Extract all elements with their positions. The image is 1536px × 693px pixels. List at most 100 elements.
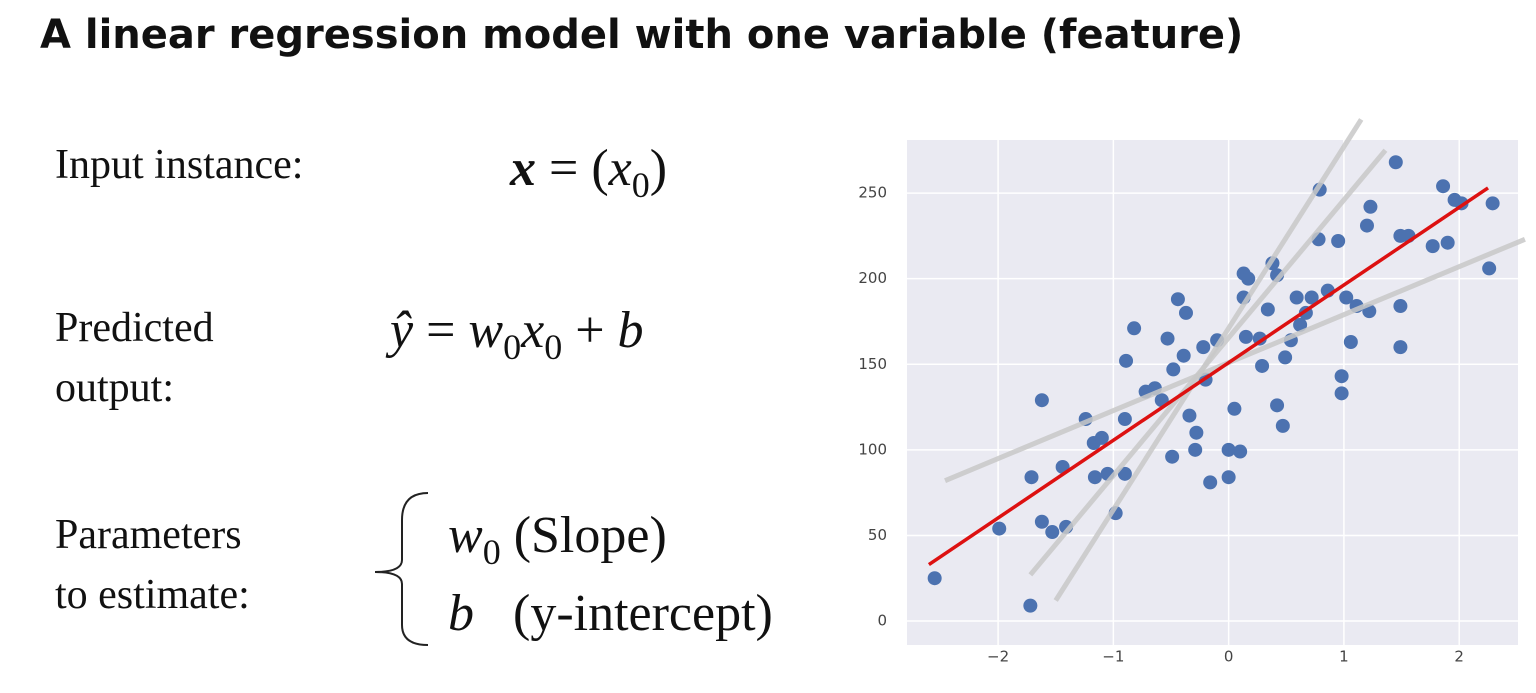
point	[1117, 466, 1132, 481]
formula-token: x	[521, 302, 545, 359]
formula: x = (x0)	[510, 138, 667, 216]
formula-token: 0	[503, 327, 522, 367]
point	[1270, 398, 1285, 413]
point	[1339, 290, 1354, 305]
formula-token: +	[562, 302, 618, 359]
label-line: output:	[55, 365, 175, 411]
point	[1233, 444, 1248, 459]
point	[1170, 292, 1185, 307]
slide-title: A linear regression model with one varia…	[40, 12, 1244, 58]
point	[1260, 302, 1275, 317]
point	[1196, 340, 1211, 355]
formula-token: b	[448, 585, 474, 642]
formula-token: x	[510, 140, 536, 197]
point	[1117, 412, 1132, 427]
y-tick-label: 150	[858, 355, 887, 373]
formula-token: 0	[544, 327, 563, 367]
point	[1388, 155, 1403, 170]
point	[1189, 425, 1204, 440]
formula-token: (Slope)	[500, 507, 667, 564]
plot-background	[907, 140, 1518, 645]
formula-token: =	[413, 302, 469, 359]
point	[1440, 235, 1455, 250]
fit-line	[927, 186, 1490, 566]
formula-line: x = (x0)	[510, 138, 667, 216]
formula-line: w0 (Slope)	[448, 505, 773, 583]
row-label: Predicted output:	[55, 298, 214, 418]
x-tick-label: 0	[1224, 648, 1234, 666]
x-tick-label: 1	[1339, 648, 1349, 666]
y-tick-label: 50	[868, 526, 887, 544]
point	[1166, 362, 1181, 377]
point	[1045, 525, 1060, 540]
formula-token: )	[649, 140, 668, 197]
point	[1165, 449, 1180, 464]
point	[1255, 358, 1270, 373]
y-tick-label: 200	[858, 269, 887, 287]
y-tick-label: 0	[877, 612, 887, 630]
label-line: Predicted	[55, 305, 214, 351]
point	[1127, 321, 1142, 336]
point	[1160, 331, 1175, 346]
x-tick-label: −1	[1102, 648, 1124, 666]
point	[1087, 470, 1102, 485]
point	[1482, 261, 1497, 276]
point	[1188, 442, 1203, 457]
point	[1393, 340, 1408, 355]
point	[1393, 299, 1408, 314]
y-tick-label: 100	[858, 440, 887, 458]
point	[1334, 369, 1349, 384]
point	[1293, 317, 1308, 332]
point	[1023, 598, 1038, 613]
point	[1304, 290, 1319, 305]
label-line: Parameters	[55, 512, 242, 558]
formula-token: w	[448, 507, 483, 564]
label-line: Input instance:	[55, 142, 304, 188]
formula-token: (y-intercept)	[474, 585, 773, 642]
point	[1289, 290, 1304, 305]
formula-token: x	[608, 140, 632, 197]
brace	[374, 492, 429, 646]
point	[1034, 514, 1049, 529]
point	[1203, 475, 1218, 490]
formula-token: 0	[482, 532, 501, 572]
point	[1221, 470, 1236, 485]
formula-token: ŷ	[390, 302, 414, 359]
point	[992, 521, 1007, 536]
point	[1331, 234, 1346, 248]
point	[1221, 442, 1236, 457]
formula-token: w	[468, 302, 504, 359]
point	[1334, 386, 1349, 401]
point	[1094, 430, 1109, 445]
label-line: to estimate:	[55, 572, 250, 618]
row-label: Input instance:	[55, 135, 303, 195]
row-label: Parameters to estimate:	[55, 505, 250, 625]
point	[1119, 353, 1134, 368]
y-tick-label: 250	[858, 184, 887, 202]
point	[927, 571, 942, 586]
point	[1176, 348, 1191, 363]
point	[1182, 408, 1197, 423]
point	[1275, 418, 1290, 433]
formula: ŷ = w0x0 + b	[390, 300, 644, 378]
formula: w0 (Slope) b (y-intercept)	[448, 505, 773, 645]
x-tick-label: 2	[1454, 648, 1464, 666]
point	[1238, 329, 1253, 344]
point	[1178, 305, 1193, 320]
fit-line	[1028, 148, 1388, 577]
point	[1436, 179, 1451, 194]
point	[1425, 239, 1440, 254]
formula-token: b	[617, 302, 644, 359]
point	[1278, 350, 1293, 365]
formula-line: ŷ = w0x0 + b	[390, 300, 644, 378]
point	[1024, 470, 1039, 485]
point	[1227, 401, 1242, 416]
point	[1343, 335, 1358, 349]
point	[1359, 218, 1374, 233]
formula-token: = (	[536, 140, 609, 197]
x-tick-label: −2	[987, 648, 1009, 666]
point	[1485, 196, 1500, 211]
formula-token: 0	[631, 165, 650, 205]
